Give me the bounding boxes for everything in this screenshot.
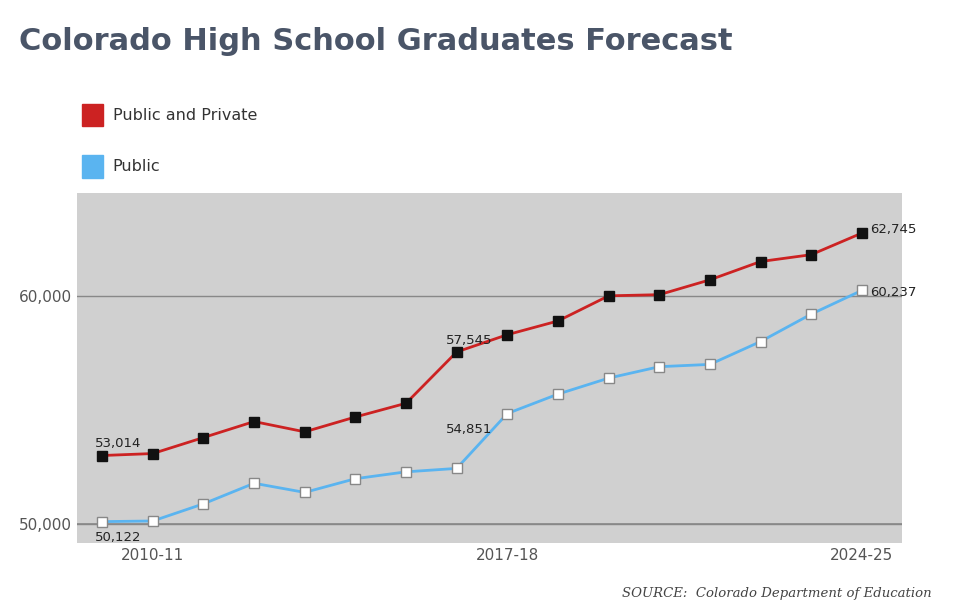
Text: Colorado High School Graduates Forecast: Colorado High School Graduates Forecast [19, 27, 732, 56]
Text: 54,851: 54,851 [445, 423, 492, 436]
Text: SOURCE:  Colorado Department of Education: SOURCE: Colorado Department of Education [621, 587, 931, 600]
Text: 53,014: 53,014 [95, 437, 141, 450]
Text: 60,237: 60,237 [870, 286, 917, 299]
Text: 57,545: 57,545 [445, 333, 492, 347]
Text: Public: Public [112, 159, 160, 174]
Bar [82, 155, 103, 177]
Text: Public and Private: Public and Private [112, 107, 257, 122]
Text: 50,122: 50,122 [95, 531, 142, 544]
Bar [82, 104, 103, 126]
Text: 62,745: 62,745 [870, 223, 917, 236]
